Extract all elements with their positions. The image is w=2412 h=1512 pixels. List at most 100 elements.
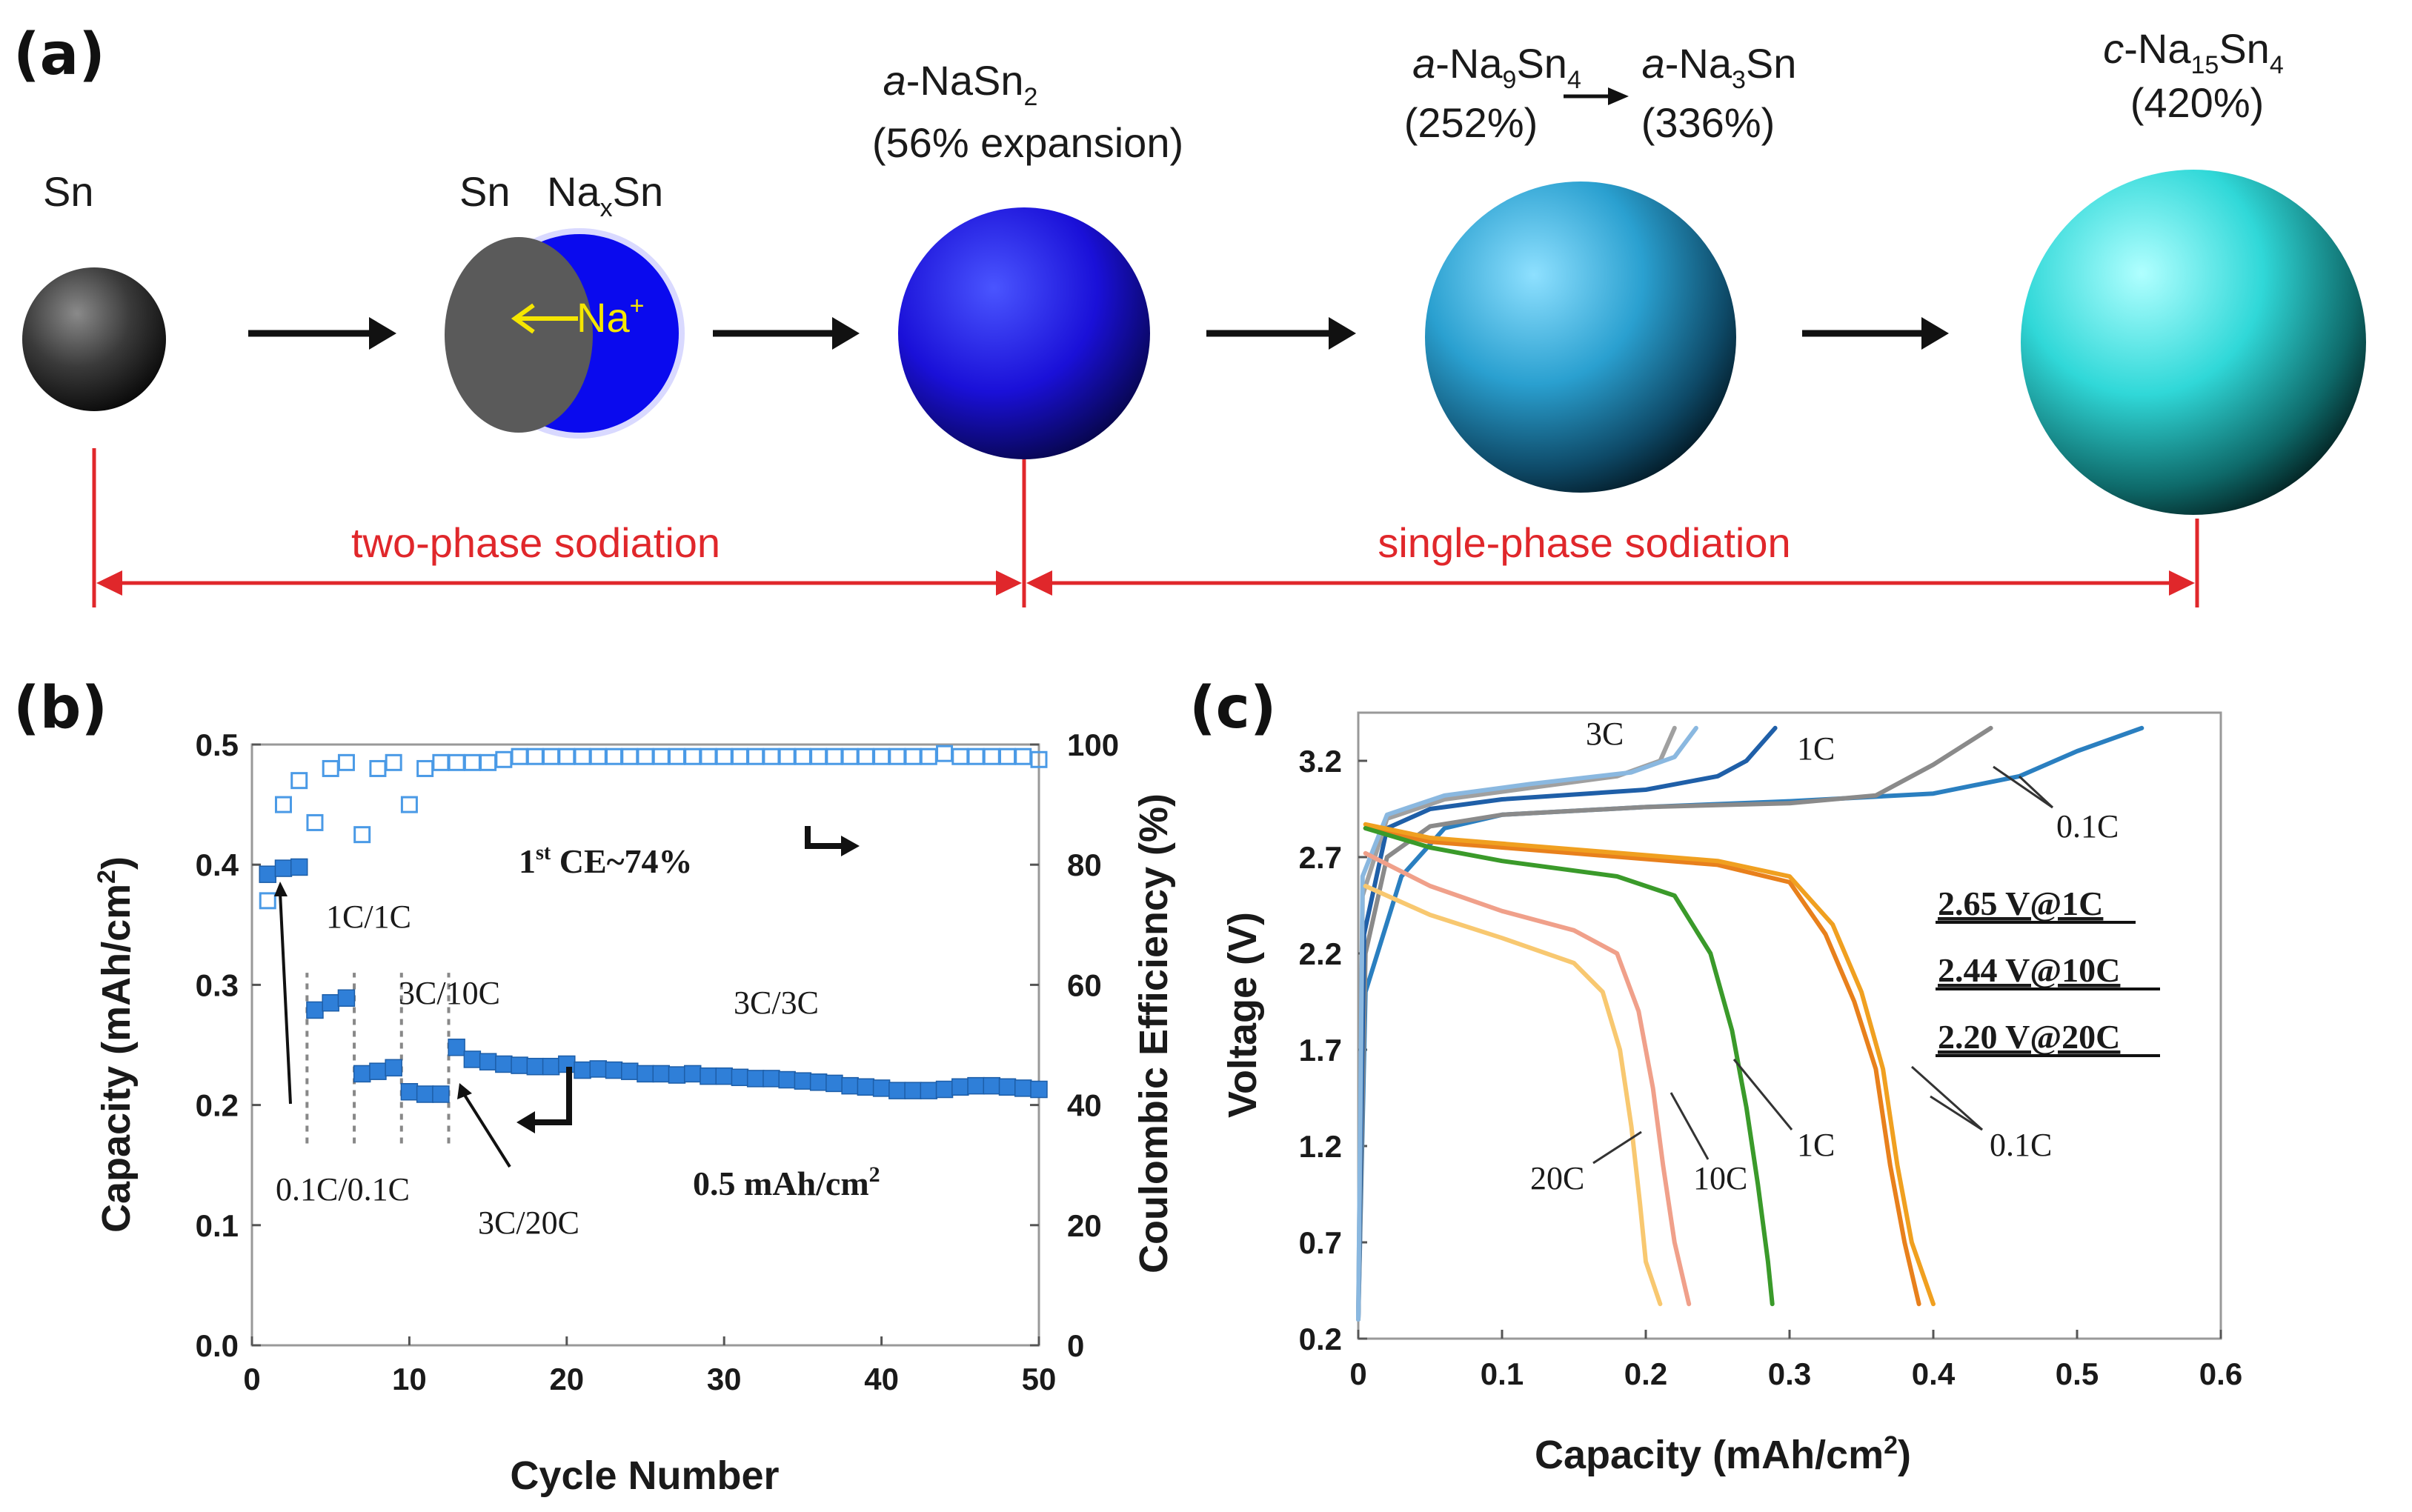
ce-point — [936, 745, 954, 762]
rate-3c10c: 3C/10C — [399, 975, 500, 1011]
ce-point — [290, 772, 308, 790]
ce-point — [558, 747, 576, 765]
capacity-point — [542, 1057, 560, 1076]
label-1c-top: 1C — [1797, 730, 1835, 767]
ce-point — [904, 747, 922, 765]
panel-c-ytick-label: 1.7 — [1299, 1033, 1342, 1068]
capacity-point — [935, 1080, 954, 1099]
label-01c-top: 0.1C — [2056, 808, 2119, 845]
capacity-point — [652, 1065, 670, 1083]
capacity-point — [637, 1065, 654, 1083]
capacity-point — [574, 1061, 591, 1079]
panel-c-xtick-label: 0.1 — [1481, 1356, 1524, 1391]
panel-c-ytick-label: 1.2 — [1299, 1129, 1342, 1164]
ce-point — [1030, 750, 1048, 768]
ce-point — [495, 750, 513, 768]
capacity-point — [369, 1062, 387, 1080]
capacity-point — [416, 1085, 434, 1103]
sn-label: Sn — [43, 168, 94, 215]
label-01c-top-leaders — [1993, 765, 2054, 809]
capacity-point — [841, 1076, 859, 1095]
ce-point — [668, 747, 685, 765]
capacity-point — [888, 1082, 906, 1099]
capacity-point — [306, 1001, 324, 1019]
panel-b-ytick-left-label: 0.5 — [196, 727, 239, 762]
capacity-point — [1030, 1080, 1048, 1099]
voltage-curve — [1363, 826, 1921, 1307]
nasn2-formula: a-NaSn2 — [883, 57, 1038, 111]
v-underlines — [1936, 921, 2160, 1057]
panel-c-ytick-label: 0.2 — [1299, 1322, 1342, 1356]
panel-b-ytick-right-label: 40 — [1067, 1088, 1102, 1123]
sn-sphere — [22, 267, 166, 411]
capacity-point — [715, 1067, 733, 1085]
panel-b-ytick-right-label: 20 — [1067, 1208, 1102, 1243]
ce-point — [731, 747, 748, 765]
first-ce-annotation: 1st CE~74% — [519, 842, 693, 880]
panel-c-ytick-label: 2.2 — [1299, 936, 1342, 971]
ce-point — [825, 747, 843, 765]
partial-sodiation-particle: Na+ — [445, 228, 685, 439]
capacity-point — [400, 1083, 419, 1101]
capacity-point — [809, 1073, 828, 1091]
na15sn4-expansion: (420%) — [2130, 79, 2265, 126]
panel-c-xtick-label: 0.3 — [1768, 1356, 1811, 1391]
panel-c-xtick-label: 0 — [1349, 1356, 1366, 1391]
ce-point — [385, 753, 402, 771]
ce-point — [274, 796, 292, 813]
capacity-point — [998, 1078, 1017, 1096]
panel-b-ytick-left-label: 0.3 — [196, 968, 239, 1002]
panel-c-ylabel: Voltage (V) — [1220, 912, 1265, 1118]
panel-b-xtick-label: 20 — [549, 1362, 584, 1396]
panel-c-xlabel: Capacity (mAh/cm2) — [1535, 1431, 1911, 1477]
panel-b-xtick-label: 30 — [707, 1362, 742, 1396]
panel-b-plot: 0 10 20 30 40 50 0.0 0.1 0.2 0.3 0.4 0.5 0 20 40 60 80 10… — [196, 727, 1119, 1396]
label-20c: 20C — [1530, 1160, 1584, 1196]
capacity-point — [511, 1056, 528, 1074]
capacity-point — [495, 1055, 513, 1073]
ce-point — [526, 747, 544, 765]
capacity-point — [746, 1070, 765, 1088]
panel-c-xtick-label: 0.6 — [2199, 1356, 2242, 1391]
capacity-point — [621, 1062, 639, 1080]
ce-point — [983, 747, 1000, 765]
ce-point — [810, 747, 828, 765]
single-phase-label: single-phase sodiation — [1378, 519, 1790, 566]
capacity-point — [605, 1061, 623, 1079]
stage4-small-arrow — [1564, 87, 1629, 105]
capacity-point — [448, 1038, 465, 1056]
ce-point — [259, 892, 276, 910]
label-01c-bottom: 0.1C — [1990, 1127, 2052, 1163]
ce-point — [448, 753, 465, 771]
capacity-point — [353, 1065, 371, 1083]
ce-point — [967, 747, 985, 765]
arrow-2 — [713, 317, 860, 350]
ce-point — [920, 747, 937, 765]
na9sn4-formula: a-Na9Sn4 — [1412, 40, 1581, 94]
ce-point — [369, 759, 387, 777]
panel-c-ytick-label: 3.2 — [1299, 744, 1342, 779]
ce-point — [873, 747, 891, 765]
panel-c-ytick-label: 2.7 — [1299, 840, 1342, 875]
ce-point — [652, 747, 670, 765]
panel-b-ytick-right-label: 100 — [1067, 727, 1119, 762]
capacity-point — [479, 1053, 497, 1070]
ce-point — [857, 747, 874, 765]
panel-b-xtick-label: 10 — [392, 1362, 427, 1396]
ce-point — [574, 747, 591, 765]
capacity-point — [857, 1078, 875, 1096]
voltage-curve — [1363, 850, 1692, 1307]
ce-point — [715, 747, 733, 765]
ce-point — [400, 796, 418, 813]
label-1c-bottom: 1C — [1797, 1127, 1835, 1163]
capacity-point — [904, 1082, 922, 1099]
ce-point — [778, 747, 796, 765]
panel-c-label: (c) — [1189, 675, 1277, 742]
ce-point — [432, 753, 450, 771]
ce-point — [605, 747, 623, 765]
ce-point — [1014, 747, 1032, 765]
capacity-point — [920, 1082, 938, 1099]
voltage-curve — [1363, 826, 1775, 1307]
panel-b-frame — [250, 743, 1040, 1347]
capacity-point — [432, 1085, 450, 1103]
